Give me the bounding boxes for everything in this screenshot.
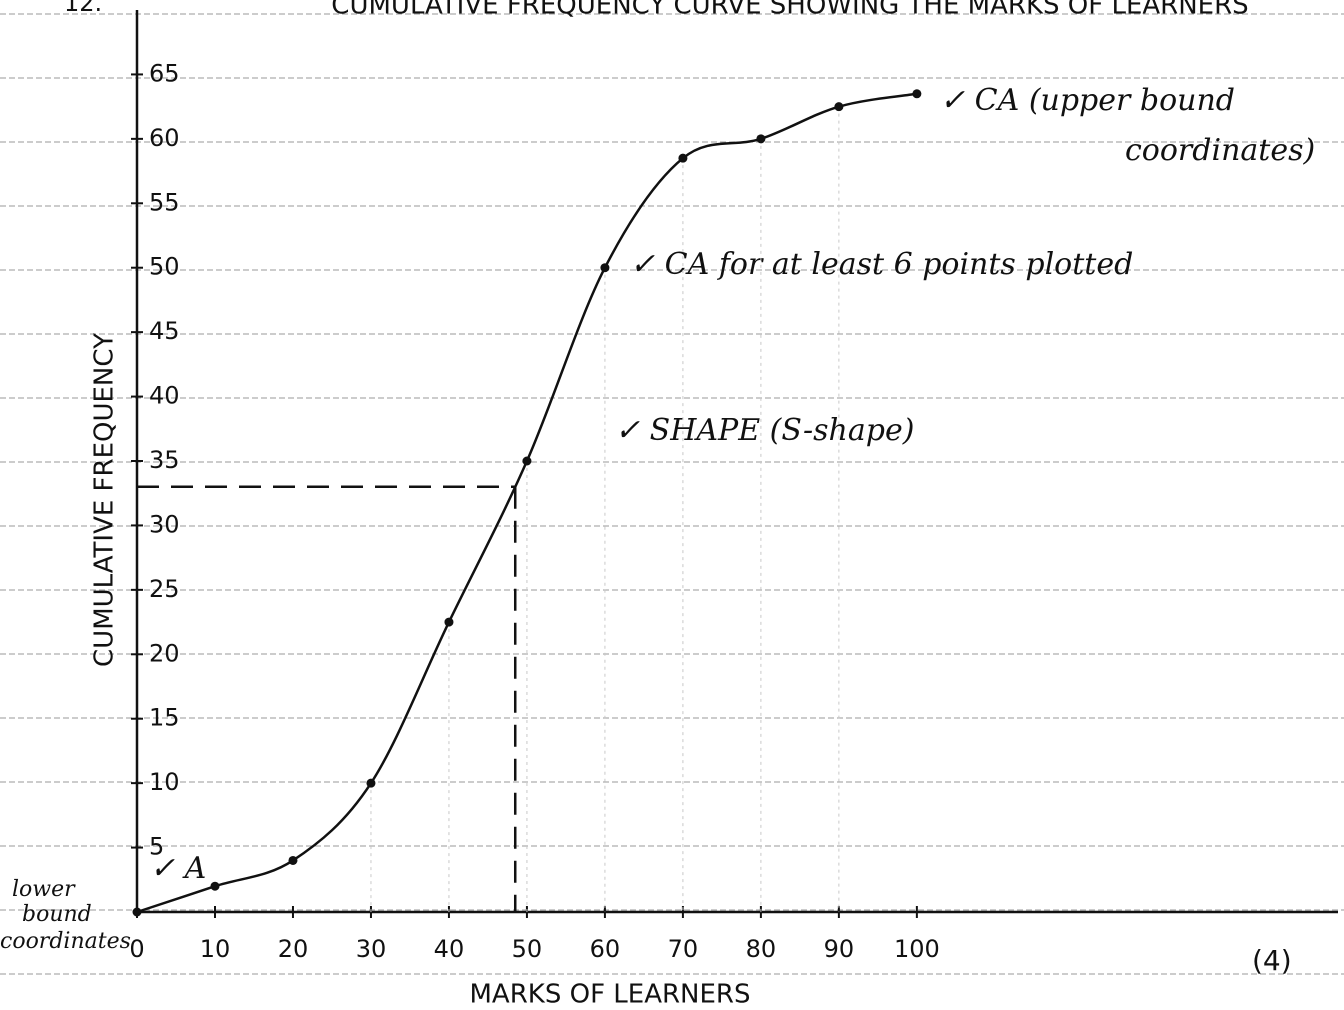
x-tick-label: 40 bbox=[434, 935, 465, 963]
y-tick-label: 55 bbox=[149, 188, 180, 216]
y-tick-label: 5 bbox=[149, 833, 164, 861]
y-axis-label: CUMULATIVE FREQUENCY bbox=[90, 333, 120, 667]
marks-allocation: (4) bbox=[1252, 944, 1292, 977]
y-tick-label: 60 bbox=[149, 124, 180, 152]
data-point bbox=[366, 779, 375, 788]
annotation: ✓ CA (upper bound bbox=[940, 83, 1235, 118]
y-tick-label: 25 bbox=[149, 575, 180, 603]
data-point bbox=[522, 457, 531, 466]
x-tick-label: 60 bbox=[590, 935, 621, 963]
data-point bbox=[912, 89, 921, 98]
data-point bbox=[834, 102, 843, 111]
y-tick-label: 30 bbox=[149, 510, 180, 538]
data-point bbox=[210, 882, 219, 891]
x-tick-label: 50 bbox=[512, 935, 543, 963]
data-point bbox=[678, 154, 687, 163]
data-point bbox=[600, 263, 609, 272]
chart: 12. CUMULATIVE FREQUENCY CURVE SHOWING T… bbox=[0, 0, 1344, 1010]
y-tick-label: 15 bbox=[149, 704, 180, 732]
x-tick-label: 10 bbox=[200, 935, 231, 963]
y-tick-label: 20 bbox=[149, 639, 180, 667]
x-tick-label: 90 bbox=[824, 935, 855, 963]
x-axis-label: MARKS OF LEARNERS bbox=[470, 980, 751, 1010]
annotation: ✓ SHAPE (S-shape) bbox=[615, 413, 914, 448]
y-tick-label: 50 bbox=[149, 253, 180, 281]
ogive-curve bbox=[137, 94, 917, 912]
y-tick-label: 40 bbox=[149, 382, 180, 410]
annotation: coordinates bbox=[0, 929, 131, 954]
x-tick-label: 100 bbox=[894, 935, 940, 963]
x-tick-label: 20 bbox=[278, 935, 309, 963]
x-tick-label: 80 bbox=[746, 935, 777, 963]
x-tick-label: 30 bbox=[356, 935, 387, 963]
x-tick-label: 0 bbox=[129, 935, 144, 963]
annotation: lower bbox=[12, 877, 76, 902]
y-tick-label: 45 bbox=[149, 317, 180, 345]
y-tick-label: 10 bbox=[149, 768, 180, 796]
data-point bbox=[444, 618, 453, 627]
x-tick-label: 70 bbox=[668, 935, 699, 963]
question-number: 12. bbox=[64, 0, 102, 17]
y-tick-label: 35 bbox=[149, 446, 180, 474]
data-point bbox=[288, 856, 297, 865]
annotation: coordinates) bbox=[1125, 133, 1315, 168]
data-point bbox=[756, 134, 765, 143]
data-point bbox=[133, 908, 142, 917]
annotation: bound bbox=[22, 902, 92, 927]
chart-title: CUMULATIVE FREQUENCY CURVE SHOWING THE M… bbox=[331, 0, 1248, 21]
annotation: ✓ CA for at least 6 points plotted bbox=[630, 247, 1133, 282]
y-tick-label: 65 bbox=[149, 59, 180, 87]
